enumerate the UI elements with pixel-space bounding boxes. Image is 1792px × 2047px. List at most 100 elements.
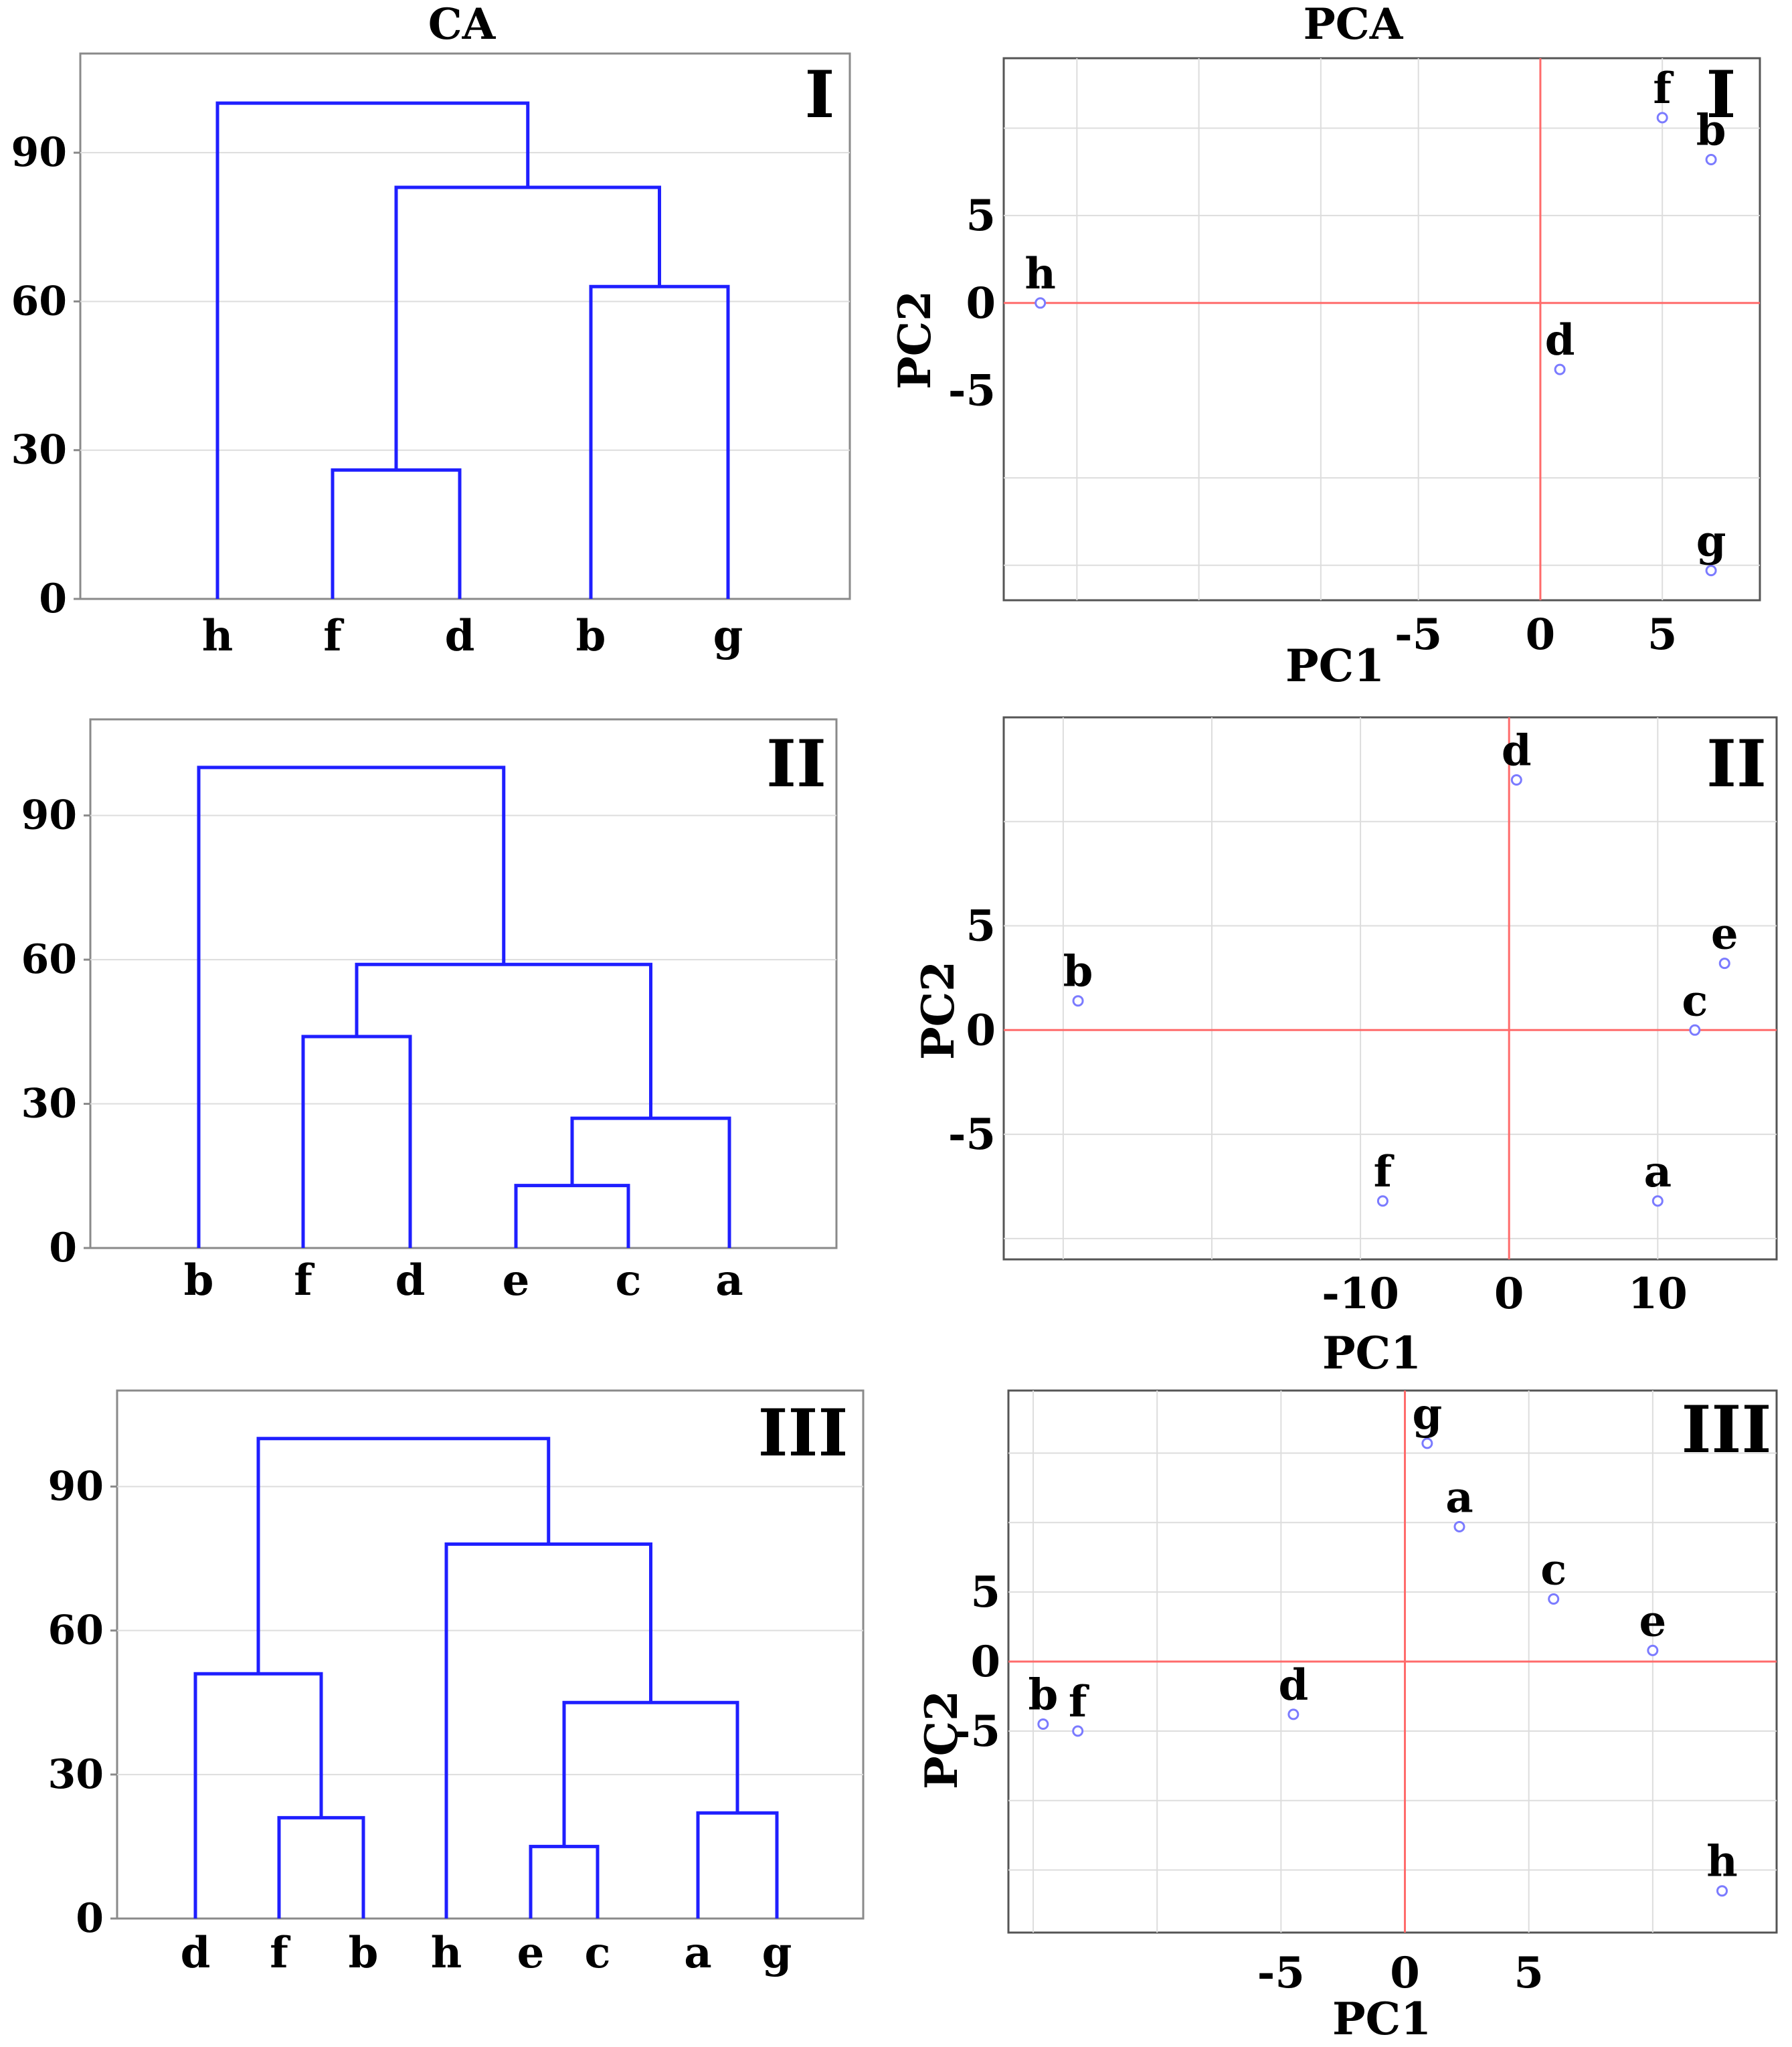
panel-pca3: -5 0 5 5 0 -5 PC1 PC2 III ga c e b f d h: [915, 1389, 1778, 2045]
ca1-leaf-label-f: f: [323, 611, 344, 661]
pca1-xlabel: PC1: [1285, 640, 1384, 692]
pca3-point-label-d: d: [1278, 1660, 1308, 1710]
pca3-panel-label: III: [1682, 1392, 1772, 1467]
ca3-frame: [116, 1389, 865, 1920]
pca2-point-label-a: a: [1644, 1147, 1672, 1197]
pca3-point-e: [1647, 1644, 1659, 1656]
pca3-point-g: [1421, 1437, 1433, 1449]
ca2-leaf-label-f: f: [294, 1255, 315, 1306]
pca1-point-h: [1035, 297, 1047, 309]
ca2-ytick-label: 30: [21, 1081, 78, 1128]
ca1-ytick-label: 0: [39, 575, 67, 622]
pca2-point-label-f: f: [1374, 1147, 1395, 1197]
ca-column-title: CA: [428, 0, 497, 50]
pca1-point-b: [1705, 154, 1717, 166]
pca2-point-c: [1689, 1024, 1701, 1036]
pca3-point-h: [1716, 1885, 1728, 1897]
pca2-xlabel: PC1: [1322, 1327, 1421, 1379]
ca2-link-3: [355, 962, 652, 1119]
ca3-leaf-label-f: f: [270, 1928, 290, 1978]
ca3-leaf-label-e: e: [517, 1928, 545, 1978]
pca1-panel-label: I: [1706, 57, 1736, 132]
pca2-ytick-label: 0: [966, 1005, 996, 1055]
pca3-point-label-a: a: [1445, 1473, 1473, 1523]
panel-pca2: -10 0 10 5 0 -5 PC1 PC2 II d e b c f a: [912, 716, 1778, 1379]
ca1-leaf-label-d: d: [445, 611, 475, 661]
pca3-xtick-label: -5: [1257, 1948, 1305, 1998]
pca3-ytick-label: 5: [970, 1567, 1000, 1617]
pca3-point-label-c: c: [1540, 1545, 1566, 1595]
pca2-point-label-e: e: [1711, 909, 1738, 960]
ca1-ytick-label: 90: [11, 129, 68, 176]
pca3-point-label-e: e: [1639, 1596, 1666, 1646]
pca3-xlabel: PC1: [1332, 1993, 1431, 2045]
ca3-panel-label: III: [758, 1395, 848, 1471]
ca1-link-0: [331, 468, 462, 599]
pca2-point-d: [1510, 774, 1522, 786]
pca2-ytick-label: -5: [948, 1109, 996, 1160]
pca2-point-a: [1651, 1195, 1664, 1207]
ca3-ytick-label: 60: [48, 1607, 104, 1654]
pca2-xtick-label: 10: [1628, 1269, 1688, 1319]
pca1-frame: [1002, 57, 1761, 602]
ca1-ytick-label: 30: [11, 427, 68, 474]
pca2-point-e: [1718, 958, 1730, 970]
ca1-link-3: [215, 101, 530, 599]
pca1-point-d: [1554, 363, 1566, 375]
ca3-link-5: [444, 1542, 652, 1919]
pca1-point-label-g: g: [1696, 517, 1726, 567]
pca2-xtick-label: -10: [1322, 1269, 1399, 1319]
pca3-point-c: [1548, 1593, 1560, 1605]
ca3-leaf-label-h: h: [431, 1928, 462, 1978]
panel-ca3: 0 30 60 90 III d f b h e c a g: [48, 1389, 865, 1978]
ca1-leaf-label-b: b: [576, 611, 606, 661]
pca3-xtick-label: 0: [1390, 1948, 1420, 1998]
ca2-leaf-label-d: d: [395, 1255, 426, 1306]
pca-column-title: PCA: [1304, 0, 1404, 50]
ca3-link-1: [277, 1815, 365, 1919]
pca1-point-f: [1656, 112, 1668, 124]
ca2-ytick-label: 60: [21, 936, 78, 983]
ca1-ytick-label: 60: [11, 278, 68, 325]
pca2-point-label-c: c: [1682, 976, 1708, 1026]
pca2-point-b: [1072, 995, 1084, 1007]
pca3-xtick-label: 5: [1514, 1948, 1544, 1998]
ca2-leaf-label-a: a: [715, 1255, 743, 1306]
pca2-ytick-label: 5: [966, 901, 996, 952]
pca1-ytick-label: 0: [966, 278, 996, 329]
pca2-point-f: [1376, 1195, 1388, 1207]
pca3-point-f: [1072, 1725, 1084, 1737]
ca2-link-0: [514, 1184, 630, 1248]
pca1-point-label-d: d: [1545, 315, 1575, 365]
pca3-point-label-h: h: [1706, 1837, 1738, 1887]
ca1-leaf-label-h: h: [202, 611, 234, 661]
ca2-link-4: [197, 766, 506, 1248]
ca2-frame: [89, 718, 838, 1249]
pca2-panel-label: II: [1706, 726, 1767, 802]
pca1-ylabel: PC2: [889, 290, 941, 389]
ca2-panel-label: II: [766, 726, 826, 802]
pca1-xtick-label: 5: [1647, 610, 1678, 660]
ca3-link-6: [256, 1437, 551, 1674]
pca3-ytick-label: 0: [970, 1637, 1000, 1687]
pca3-point-d: [1287, 1708, 1300, 1720]
ca3-link-4: [193, 1672, 323, 1919]
ca3-link-0: [529, 1844, 600, 1919]
ca2-leaf-label-b: b: [184, 1255, 214, 1306]
panel-ca1: 0 30 60 90 Ih f d b g: [11, 52, 851, 661]
pca1-point-label-h: h: [1024, 249, 1056, 299]
pca1-ytick-label: 5: [966, 191, 996, 241]
ca3-leaf-label-g: g: [762, 1928, 792, 1978]
pca3-point-a: [1453, 1521, 1465, 1533]
pca3-ytick-label: -5: [953, 1706, 1000, 1757]
pca3-point-b: [1037, 1718, 1049, 1730]
ca3-leaf-label-c: c: [585, 1928, 611, 1978]
pca2-xtick-label: 0: [1494, 1269, 1524, 1319]
ca2-ytick-label: 0: [49, 1225, 77, 1271]
pca2-ylabel: PC2: [912, 961, 964, 1060]
ca2-leaf-label-c: c: [616, 1255, 642, 1306]
ca3-leaf-label-d: d: [181, 1928, 211, 1978]
ca2-ytick-label: 90: [21, 792, 78, 839]
